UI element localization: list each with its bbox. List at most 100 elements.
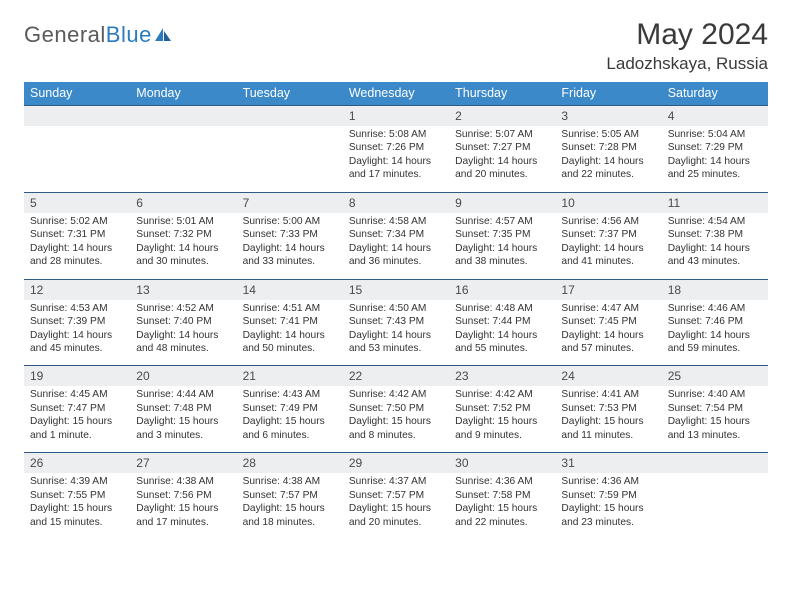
day-content: Sunrise: 4:42 AMSunset: 7:52 PMDaylight:… [449,386,555,452]
day-line: Sunset: 7:35 PM [455,228,549,241]
day-line: Sunset: 7:48 PM [136,402,230,415]
day-line: Sunrise: 4:48 AM [455,302,549,315]
day-line: Daylight: 14 hours and 30 minutes. [136,242,230,269]
day-line: Daylight: 14 hours and 36 minutes. [349,242,443,269]
weekday-header: Tuesday [237,82,343,105]
day-line: Sunrise: 5:01 AM [136,215,230,228]
day-line: Sunrise: 5:00 AM [243,215,337,228]
day-line: Sunset: 7:31 PM [30,228,124,241]
day-content: Sunrise: 4:41 AMSunset: 7:53 PMDaylight:… [555,386,661,452]
day-number [130,106,236,126]
weekday-header: Friday [555,82,661,105]
day-line: Sunrise: 4:52 AM [136,302,230,315]
day-content: Sunrise: 4:58 AMSunset: 7:34 PMDaylight:… [343,213,449,279]
day-number: 25 [662,366,768,386]
day-line: Sunrise: 4:47 AM [561,302,655,315]
day-line: Sunset: 7:34 PM [349,228,443,241]
day-line: Daylight: 15 hours and 22 minutes. [455,502,549,529]
day-number: 20 [130,366,236,386]
day-line: Daylight: 15 hours and 13 minutes. [668,415,762,442]
day-line: Sunrise: 5:04 AM [668,128,762,141]
day-content: Sunrise: 4:48 AMSunset: 7:44 PMDaylight:… [449,300,555,366]
day-number: 15 [343,280,449,300]
day-number: 17 [555,280,661,300]
day-line: Sunset: 7:46 PM [668,315,762,328]
day-number: 18 [662,280,768,300]
day-line: Sunrise: 4:58 AM [349,215,443,228]
day-line: Daylight: 14 hours and 20 minutes. [455,155,549,182]
day-line: Sunrise: 5:02 AM [30,215,124,228]
day-content: Sunrise: 5:05 AMSunset: 7:28 PMDaylight:… [555,126,661,192]
day-line: Daylight: 14 hours and 22 minutes. [561,155,655,182]
day-content [24,126,130,192]
day-number: 21 [237,366,343,386]
day-content-row: Sunrise: 4:39 AMSunset: 7:55 PMDaylight:… [24,473,768,539]
day-line: Sunrise: 4:56 AM [561,215,655,228]
day-number: 6 [130,193,236,213]
day-line: Daylight: 14 hours and 25 minutes. [668,155,762,182]
day-content: Sunrise: 4:56 AMSunset: 7:37 PMDaylight:… [555,213,661,279]
weekday-header-row: SundayMondayTuesdayWednesdayThursdayFrid… [24,82,768,105]
day-content: Sunrise: 4:37 AMSunset: 7:57 PMDaylight:… [343,473,449,539]
day-line: Daylight: 14 hours and 38 minutes. [455,242,549,269]
day-line: Sunrise: 4:41 AM [561,388,655,401]
day-number [662,453,768,473]
day-line: Sunset: 7:27 PM [455,141,549,154]
day-line: Sunrise: 4:50 AM [349,302,443,315]
day-content: Sunrise: 4:52 AMSunset: 7:40 PMDaylight:… [130,300,236,366]
day-line: Sunset: 7:41 PM [243,315,337,328]
daynum-row: 12131415161718 [24,279,768,300]
day-number: 1 [343,106,449,126]
day-number: 13 [130,280,236,300]
day-content: Sunrise: 4:51 AMSunset: 7:41 PMDaylight:… [237,300,343,366]
day-line: Daylight: 14 hours and 45 minutes. [30,329,124,356]
day-number: 31 [555,453,661,473]
day-number: 26 [24,453,130,473]
day-content-row: Sunrise: 4:53 AMSunset: 7:39 PMDaylight:… [24,300,768,366]
sail-icon [154,27,172,43]
day-line: Sunrise: 4:42 AM [349,388,443,401]
day-number: 3 [555,106,661,126]
weekday-header: Sunday [24,82,130,105]
weekday-header: Saturday [662,82,768,105]
day-content-row: Sunrise: 5:02 AMSunset: 7:31 PM Daylight:… [24,213,768,279]
day-content: Sunrise: 4:40 AMSunset: 7:54 PMDaylight:… [662,386,768,452]
day-line: Sunset: 7:52 PM [455,402,549,415]
day-line: Sunset: 7:32 PM [136,228,230,241]
day-content: Sunrise: 4:36 AMSunset: 7:59 PMDaylight:… [555,473,661,539]
day-line: Sunrise: 5:05 AM [561,128,655,141]
day-line: Sunrise: 4:38 AM [243,475,337,488]
day-content [237,126,343,192]
weekday-header: Thursday [449,82,555,105]
day-content-row: Sunrise: 4:45 AMSunset: 7:47 PMDaylight:… [24,386,768,452]
day-content: Sunrise: 4:38 AMSunset: 7:57 PMDaylight:… [237,473,343,539]
day-content: Sunrise: 4:46 AMSunset: 7:46 PMDaylight:… [662,300,768,366]
day-number: 24 [555,366,661,386]
header: GeneralBlue May 2024 Ladozhskaya, Russia [24,18,768,74]
day-line: Daylight: 14 hours and 41 minutes. [561,242,655,269]
day-line: Sunset: 7:53 PM [561,402,655,415]
daynum-row: 567891011 [24,192,768,213]
day-line: Daylight: 14 hours and 33 minutes. [243,242,337,269]
day-number: 2 [449,106,555,126]
day-line: Sunset: 7:29 PM [668,141,762,154]
day-line: Daylight: 15 hours and 18 minutes. [243,502,337,529]
day-line: Sunrise: 4:36 AM [455,475,549,488]
day-line: Sunset: 7:59 PM [561,489,655,502]
day-content-row: Sunrise: 5:08 AMSunset: 7:26 PMDaylight:… [24,126,768,192]
daynum-row: 19202122232425 [24,365,768,386]
day-content: Sunrise: 4:53 AMSunset: 7:39 PMDaylight:… [24,300,130,366]
day-line: Sunrise: 4:51 AM [243,302,337,315]
day-line: Sunrise: 4:39 AM [30,475,124,488]
day-line: Sunrise: 4:40 AM [668,388,762,401]
weekday-header: Monday [130,82,236,105]
day-line: Daylight: 14 hours and 59 minutes. [668,329,762,356]
day-number: 30 [449,453,555,473]
day-line: Sunset: 7:26 PM [349,141,443,154]
day-content: Sunrise: 4:44 AMSunset: 7:48 PMDaylight:… [130,386,236,452]
day-line: Daylight: 14 hours and 50 minutes. [243,329,337,356]
day-number: 14 [237,280,343,300]
day-content [662,473,768,539]
day-number: 19 [24,366,130,386]
location: Ladozhskaya, Russia [606,54,768,74]
